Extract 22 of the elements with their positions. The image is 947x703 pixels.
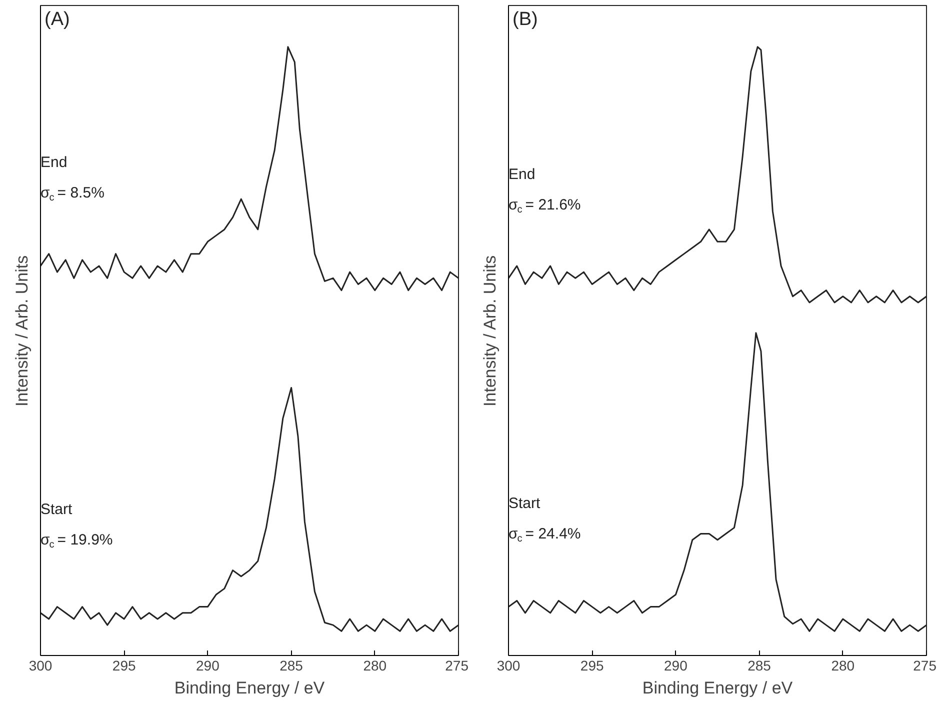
x-tick-label: 295 <box>580 658 604 674</box>
annotation: End <box>508 166 536 184</box>
y-axis-title: Intensity / Arb. Units <box>12 255 32 407</box>
x-tick-label: 280 <box>363 658 387 674</box>
x-tick-label: 290 <box>196 658 220 674</box>
x-tick-label: 290 <box>664 658 688 674</box>
chart-title: (B) <box>512 9 538 30</box>
x-tick-label: 275 <box>445 658 469 674</box>
x-tick-label: 280 <box>831 658 855 674</box>
x-tick-label: 285 <box>748 658 772 674</box>
annotation: End <box>40 154 68 172</box>
x-tick-label: 300 <box>28 658 52 674</box>
x-tick-label: 300 <box>496 658 520 674</box>
annotation: Start <box>40 500 74 518</box>
x-tick-label: 295 <box>112 658 136 674</box>
y-axis-title: Intensity / Arb. Units <box>480 255 500 407</box>
annotation: Start <box>508 494 542 512</box>
x-tick-label: 285 <box>280 658 304 674</box>
chart-title: (A) <box>44 9 70 30</box>
x-axis-title: Binding Energy / eV <box>642 678 794 698</box>
x-axis-title: Binding Energy / eV <box>174 678 326 698</box>
x-tick-label: 275 <box>913 658 937 674</box>
